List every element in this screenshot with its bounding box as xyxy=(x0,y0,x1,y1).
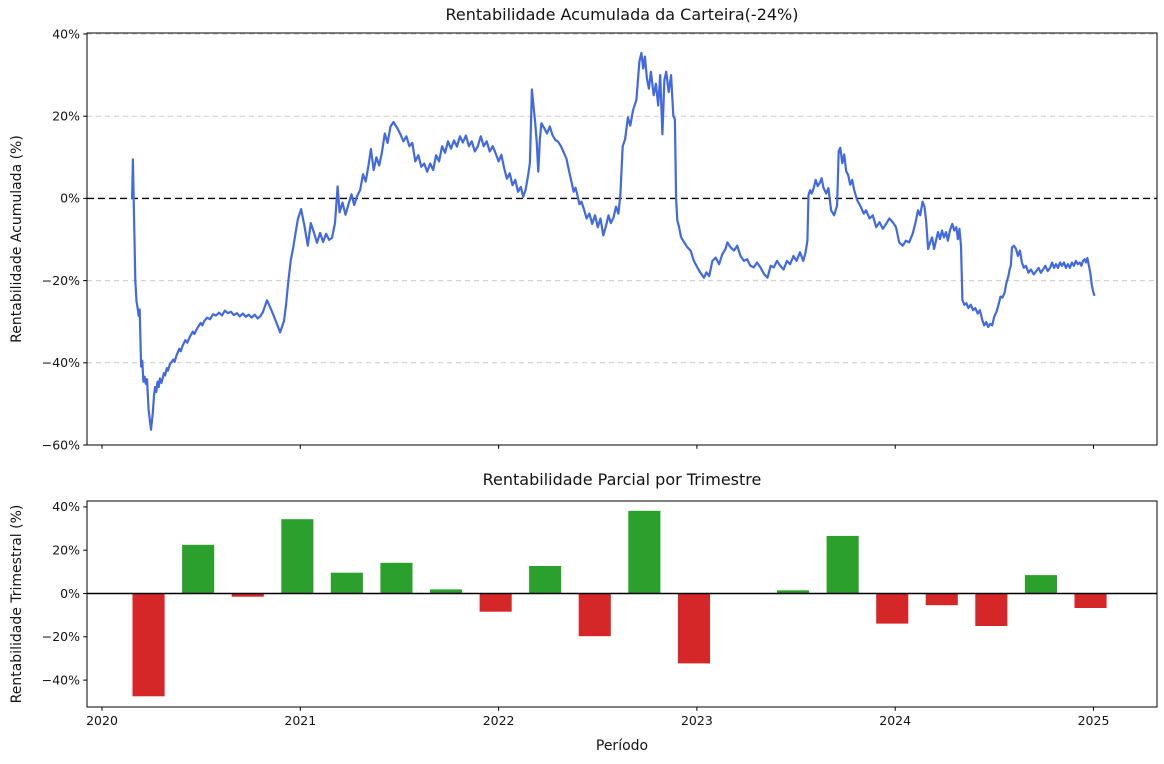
svg-text:−40%: −40% xyxy=(42,672,80,687)
bar-2020-Q4 xyxy=(281,519,314,594)
svg-text:20%: 20% xyxy=(52,109,80,124)
svg-text:40%: 40% xyxy=(52,499,80,514)
svg-text:−60%: −60% xyxy=(42,437,80,452)
x-axis-label: Período xyxy=(595,738,649,754)
svg-text:2024: 2024 xyxy=(879,713,911,728)
bar-2022-Q2 xyxy=(578,593,611,637)
top-chart-ylabel: Rentabilidade Acumulada (%) xyxy=(9,135,25,343)
svg-text:−20%: −20% xyxy=(42,273,80,288)
svg-text:2023: 2023 xyxy=(681,713,713,728)
bar-2022-Q1 xyxy=(529,566,562,594)
bar-2021-Q1 xyxy=(330,572,363,594)
bar-2023-Q2 xyxy=(777,590,810,594)
top-gridlines xyxy=(87,33,1157,364)
svg-text:0%: 0% xyxy=(60,191,80,206)
svg-text:−40%: −40% xyxy=(42,355,80,370)
quarterly-return-bars xyxy=(132,510,1107,697)
svg-text:2025: 2025 xyxy=(1078,713,1110,728)
svg-text:2020: 2020 xyxy=(86,713,118,728)
bar-2021-Q2 xyxy=(380,562,413,594)
svg-text:−20%: −20% xyxy=(42,629,80,644)
bar-2022-Q4 xyxy=(677,593,710,664)
top-x-ticks xyxy=(101,445,1094,449)
top-chart: 40% 20% 0% −20% −40% −60% xyxy=(42,26,1158,452)
bar-2024-Q3 xyxy=(1024,575,1057,594)
bar-2020-Q2 xyxy=(182,544,215,594)
svg-text:0%: 0% xyxy=(60,586,80,601)
svg-text:2021: 2021 xyxy=(284,713,316,728)
bottom-x-ticks: 2020 2021 2022 2023 2024 2025 xyxy=(86,707,1109,728)
bar-2021-Q4 xyxy=(479,593,512,612)
bar-2024-Q2 xyxy=(975,593,1008,626)
bar-2022-Q3 xyxy=(628,510,661,594)
bottom-chart: 40% 20% 0% −20% −40% 2020 2021 2022 2023 2024 2025 xyxy=(42,499,1158,728)
bar-2021-Q3 xyxy=(430,589,463,594)
top-chart-title: Rentabilidade Acumulada da Carteira(-24%… xyxy=(445,5,799,24)
bar-2024-Q4 xyxy=(1074,593,1107,608)
bottom-y-ticks: 40% 20% 0% −20% −40% xyxy=(42,499,87,687)
bar-2024-Q1 xyxy=(925,593,958,606)
bottom-chart-ylabel: Rentabilidade Trimestral (%) xyxy=(9,504,25,704)
top-y-ticks: 40% 20% 0% −20% −40% −60% xyxy=(42,26,87,452)
svg-text:40%: 40% xyxy=(52,26,80,41)
bottom-axes-box xyxy=(86,500,1158,708)
bar-2020-Q1 xyxy=(132,593,165,697)
svg-text:20%: 20% xyxy=(52,543,80,558)
bar-2023-Q3 xyxy=(826,535,859,594)
cumulative-return-line xyxy=(131,51,1096,431)
bar-2023-Q4 xyxy=(876,593,909,624)
bottom-chart-title: Rentabilidade Parcial por Trimestre xyxy=(482,470,762,489)
top-axes-box xyxy=(86,32,1158,446)
svg-text:2022: 2022 xyxy=(483,713,515,728)
bar-2020-Q3 xyxy=(231,593,264,597)
